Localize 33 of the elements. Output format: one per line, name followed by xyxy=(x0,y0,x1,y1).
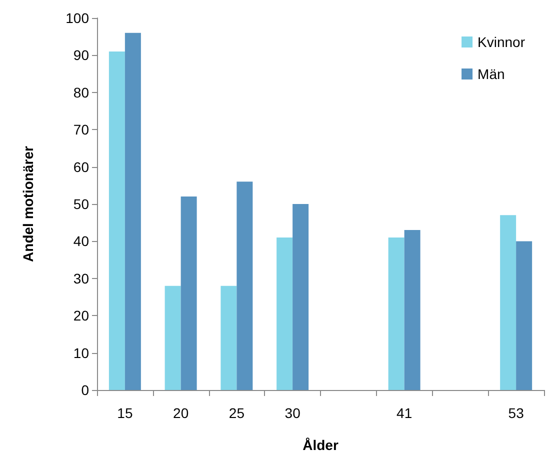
x-axis-title: Ålder xyxy=(302,437,339,453)
bar xyxy=(404,230,420,390)
bar xyxy=(500,215,516,390)
bar xyxy=(388,237,404,390)
bar xyxy=(236,182,253,390)
y-tick-label: 100 xyxy=(66,10,90,26)
bar xyxy=(516,241,532,390)
legend-label: Män xyxy=(478,66,505,82)
y-tick-label: 50 xyxy=(73,196,90,212)
x-tick-label: 25 xyxy=(228,405,245,421)
bar xyxy=(124,32,141,390)
y-tick-label: 60 xyxy=(73,158,90,175)
bar xyxy=(108,51,125,390)
y-axis-title: Andel motionärer xyxy=(20,146,36,262)
x-tick-label: 53 xyxy=(508,405,524,421)
y-tick-label: 80 xyxy=(73,84,90,100)
bar xyxy=(292,204,309,390)
y-tick-label: 30 xyxy=(73,270,90,286)
y-tick-label: 40 xyxy=(73,233,90,250)
bar xyxy=(164,286,181,390)
x-tick-label: 41 xyxy=(396,405,412,421)
y-tick-label: 0 xyxy=(81,382,90,398)
bar xyxy=(276,237,293,390)
bar xyxy=(180,196,197,390)
x-tick-label: 30 xyxy=(284,405,301,421)
y-tick-label: 90 xyxy=(73,47,90,64)
x-tick-label: 20 xyxy=(173,405,189,421)
y-tick-label: 70 xyxy=(73,122,90,138)
x-tick-label: 15 xyxy=(117,405,133,421)
y-tick-label: 10 xyxy=(73,344,90,361)
legend-label: Kvinnor xyxy=(478,34,526,50)
y-tick-label: 20 xyxy=(73,308,90,324)
bar xyxy=(220,286,237,390)
